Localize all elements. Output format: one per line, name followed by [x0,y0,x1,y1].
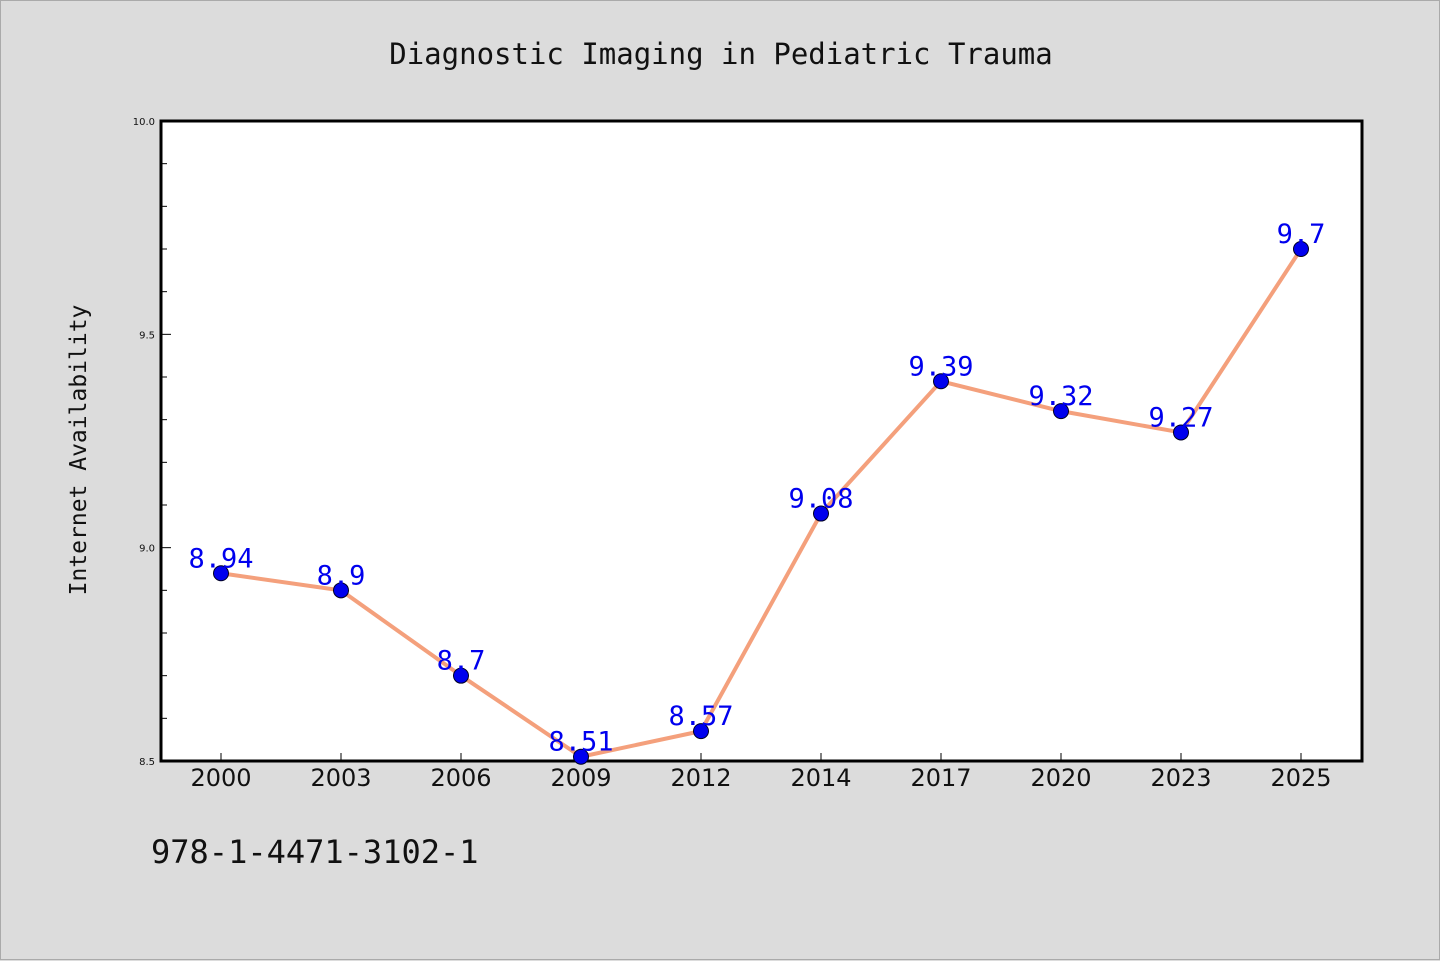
x-tick-label: 2023 [1150,764,1211,792]
x-tick-label: 2003 [310,764,371,792]
data-label: 9.7 [1277,219,1326,250]
data-point [333,582,349,599]
x-tick-label: 2017 [910,764,971,792]
data-labels: 8.94 8.9 8.7 8.51 8.57 9.08 9.39 9.32 9.27 9.7 [188,219,1325,758]
data-point [1053,403,1069,420]
x-tick-label: 2009 [550,764,611,792]
data-label: 9.08 [788,484,853,515]
x-tick-label: 2006 [430,764,491,792]
y-tick-label: 8.5 [139,757,155,768]
x-tick-label: 2014 [790,764,851,792]
data-label: 8.57 [668,701,733,732]
data-point [1173,424,1189,441]
footer-id-text: 978-1-4471-3102-1 [151,833,479,871]
y-axis-label: Internet Availability [66,305,92,596]
x-tick-label: 2025 [1270,764,1331,792]
plot-area [159,119,1364,763]
y-axis: 8.5 9.0 9.5 10.0 [133,117,171,768]
chart-title: Diagnostic Imaging in Pediatric Trauma [389,37,1052,71]
data-label: 8.9 [317,560,366,591]
data-label: 9.32 [1028,381,1093,412]
data-label: 9.39 [908,351,973,382]
y-tick-label: 9.5 [139,330,155,341]
x-axis: 2000 2003 2006 2009 2012 2014 2017 2020 2023 2025 [190,753,1332,792]
data-point [1293,241,1309,257]
data-point [693,723,709,740]
data-point [453,667,469,684]
data-point [573,748,589,765]
x-tick-label: 2000 [190,764,251,792]
data-point [933,373,949,390]
data-label: 8.7 [437,646,486,677]
y-tick-label: 9.0 [139,544,155,555]
series-markers [213,241,1309,765]
data-label: 8.94 [188,543,253,574]
data-point [813,505,829,522]
data-label: 9.27 [1148,402,1213,433]
series-line [220,247,1303,759]
x-tick-label: 2020 [1030,764,1091,792]
y-tick-label: 10.0 [133,117,155,128]
data-point [213,565,229,582]
data-label: 8.51 [548,727,613,758]
x-tick-label: 2012 [670,764,731,792]
